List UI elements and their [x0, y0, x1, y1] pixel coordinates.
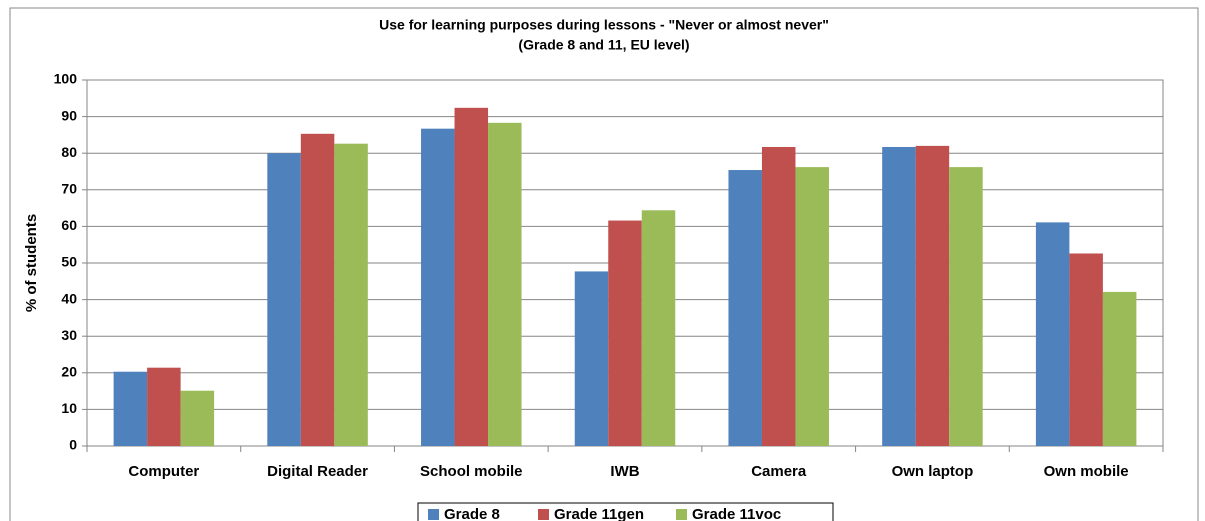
legend-label: Grade 8	[444, 506, 500, 521]
legend-swatch	[428, 509, 439, 520]
bar	[915, 145, 950, 446]
chart-title: Use for learning purposes during lessons…	[379, 17, 829, 33]
y-tick-label: 0	[69, 437, 77, 453]
legend-swatch	[538, 509, 549, 520]
y-tick-label: 40	[61, 290, 77, 306]
y-tick-label: 90	[61, 107, 77, 123]
legend-label: Grade 11voc	[692, 506, 781, 521]
legend-swatch	[676, 509, 687, 520]
y-tick-label: 80	[61, 144, 77, 160]
chart-subtitle: (Grade 8 and 11, EU level)	[518, 37, 689, 53]
y-tick-label: 30	[61, 327, 77, 343]
bar	[488, 122, 522, 447]
x-tick-label: School mobile	[420, 463, 523, 480]
bar	[728, 170, 762, 446]
x-tick-label: Camera	[751, 463, 807, 480]
bar	[421, 128, 455, 447]
bar	[641, 210, 676, 446]
x-tick-label: Digital Reader	[267, 463, 368, 480]
bar	[267, 153, 301, 446]
y-tick-label: 70	[61, 181, 77, 197]
bar	[454, 107, 489, 446]
bar	[949, 167, 983, 446]
x-tick-label: IWB	[610, 463, 639, 480]
bar	[147, 367, 181, 446]
bar	[1069, 253, 1103, 446]
bar	[761, 146, 796, 446]
y-tick-label: 50	[61, 254, 77, 270]
bar	[608, 220, 642, 446]
legend-label: Grade 11gen	[554, 506, 644, 521]
y-tick-label: 60	[61, 217, 77, 233]
y-tick-label: 100	[54, 71, 78, 87]
bar	[334, 143, 368, 446]
legend-box	[417, 502, 834, 521]
bar	[1102, 291, 1137, 446]
y-tick-label: 10	[61, 400, 77, 416]
bar	[795, 167, 829, 446]
bar	[882, 146, 916, 446]
x-tick-label: Own mobile	[1044, 463, 1129, 480]
x-tick-label: Own laptop	[892, 463, 974, 480]
bar	[300, 133, 335, 446]
bar	[574, 271, 609, 446]
y-axis-label: % of students	[23, 214, 40, 312]
y-tick-label: 20	[61, 364, 77, 380]
bar	[1035, 222, 1070, 446]
bar	[180, 390, 215, 446]
bar	[113, 371, 148, 446]
x-tick-label: Computer	[128, 463, 199, 480]
